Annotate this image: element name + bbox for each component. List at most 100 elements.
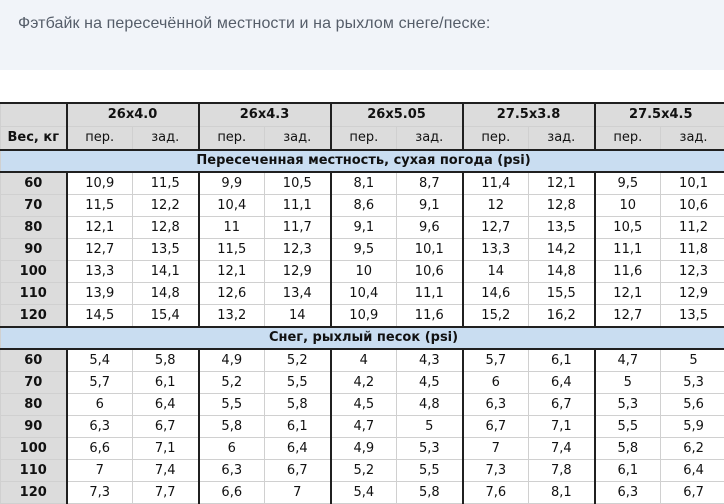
rear-pressure-cell: 10,6 (661, 195, 724, 217)
tire-size-header: 27.5x4.5 (595, 103, 724, 127)
front-pressure-cell: 6 (199, 438, 265, 460)
header-row-sizes: 26x4.0 26x4.3 26x5.05 27.5x3.8 27.5x4.5 (1, 103, 724, 127)
front-pressure-cell: 12,7 (463, 217, 529, 239)
front-pressure-cell: 12,6 (199, 283, 265, 305)
weight-cell: 120 (1, 305, 67, 328)
weight-cell: 60 (1, 172, 67, 195)
rear-pressure-cell: 12,3 (661, 261, 724, 283)
front-pressure-cell: 11,6 (595, 261, 661, 283)
rear-pressure-cell: 12,9 (265, 261, 331, 283)
rear-pressure-cell: 12,9 (661, 283, 724, 305)
front-pressure-cell: 6,6 (199, 482, 265, 504)
rear-pressure-cell: 12,2 (133, 195, 199, 217)
header-corner (1, 103, 67, 127)
rear-pressure-cell: 12,8 (133, 217, 199, 239)
front-pressure-cell: 10,5 (595, 217, 661, 239)
front-pressure-cell: 5,8 (199, 416, 265, 438)
front-pressure-cell: 14 (463, 261, 529, 283)
rear-pressure-cell: 5,9 (661, 416, 724, 438)
front-pressure-cell: 12,7 (595, 305, 661, 328)
rear-pressure-cell: 11,7 (265, 217, 331, 239)
section-header-row: Снег, рыхлый песок (psi) (1, 327, 724, 349)
rear-pressure-cell: 11,2 (661, 217, 724, 239)
rear-pressure-cell: 5,3 (661, 372, 724, 394)
front-pressure-cell: 5,3 (595, 394, 661, 416)
rear-pressure-cell: 10,5 (265, 172, 331, 195)
tire-size-header: 26x4.3 (199, 103, 331, 127)
rear-pressure-cell: 13,5 (133, 239, 199, 261)
intro-text: Фэтбайк на пересечённой местности и на р… (18, 15, 490, 32)
rear-pressure-cell: 5,5 (265, 372, 331, 394)
rear-pressure-cell: 5,6 (661, 394, 724, 416)
front-pressure-cell: 13,3 (463, 239, 529, 261)
section-header-row: Пересеченная местность, сухая погода (ps… (1, 150, 724, 172)
rear-pressure-cell: 12,3 (265, 239, 331, 261)
front-pressure-cell: 7,3 (463, 460, 529, 482)
rear-pressure-cell: 6,1 (265, 416, 331, 438)
front-pressure-cell: 10,9 (67, 172, 133, 195)
weight-cell: 60 (1, 349, 67, 372)
front-pressure-cell: 5,5 (199, 394, 265, 416)
weight-cell: 70 (1, 195, 67, 217)
front-pressure-cell: 6,7 (463, 416, 529, 438)
front-pressure-cell: 6,3 (67, 416, 133, 438)
rear-pressure-cell: 6,4 (265, 438, 331, 460)
rear-pressure-cell: 8,7 (397, 172, 463, 195)
front-pressure-cell: 7,3 (67, 482, 133, 504)
rear-pressure-cell: 7,8 (529, 460, 595, 482)
weight-cell: 110 (1, 460, 67, 482)
tire-size-header: 26x4.0 (67, 103, 199, 127)
rear-pressure-cell: 12,1 (529, 172, 595, 195)
rear-pressure-cell: 4,8 (397, 394, 463, 416)
front-pressure-cell: 4,5 (331, 394, 397, 416)
front-pressure-cell: 6 (463, 372, 529, 394)
front-pressure-cell: 9,5 (331, 239, 397, 261)
rear-pressure-cell: 6,4 (133, 394, 199, 416)
rear-pressure-cell: 10,6 (397, 261, 463, 283)
rear-pressure-cell: 4,5 (397, 372, 463, 394)
front-pressure-cell: 6,3 (199, 460, 265, 482)
front-pressure-cell: 5,7 (67, 372, 133, 394)
front-pressure-cell: 5,2 (199, 372, 265, 394)
rear-pressure-cell: 6,2 (661, 438, 724, 460)
tire-pressure-table: 26x4.0 26x4.3 26x5.05 27.5x3.8 27.5x4.5 … (0, 102, 724, 504)
front-pressure-cell: 5,5 (595, 416, 661, 438)
front-pressure-cell: 12 (463, 195, 529, 217)
header-row-positions: Вес, кг пер. зад. пер. зад. пер. зад. пе… (1, 127, 724, 151)
rear-pressure-cell: 6,7 (529, 394, 595, 416)
rear-pressure-cell: 7,7 (133, 482, 199, 504)
front-pressure-cell: 4 (331, 349, 397, 372)
rear-pressure-cell: 6,4 (529, 372, 595, 394)
front-pressure-cell: 4,9 (199, 349, 265, 372)
front-pressure-cell: 7 (67, 460, 133, 482)
front-pressure-cell: 14,5 (67, 305, 133, 328)
weight-header: Вес, кг (1, 127, 67, 151)
rear-header: зад. (529, 127, 595, 151)
rear-pressure-cell: 14,8 (529, 261, 595, 283)
rear-pressure-cell: 5 (397, 416, 463, 438)
front-header: пер. (67, 127, 133, 151)
front-pressure-cell: 4,9 (331, 438, 397, 460)
rear-pressure-cell: 13,4 (265, 283, 331, 305)
rear-pressure-cell: 7 (265, 482, 331, 504)
front-pressure-cell: 12,1 (67, 217, 133, 239)
front-pressure-cell: 6,3 (463, 394, 529, 416)
rear-pressure-cell: 7,1 (133, 438, 199, 460)
rear-pressure-cell: 8,1 (529, 482, 595, 504)
rear-pressure-cell: 5,5 (397, 460, 463, 482)
front-pressure-cell: 6,1 (595, 460, 661, 482)
rear-header: зад. (397, 127, 463, 151)
front-pressure-cell: 10 (331, 261, 397, 283)
rear-pressure-cell: 9,6 (397, 217, 463, 239)
rear-pressure-cell: 4,3 (397, 349, 463, 372)
front-pressure-cell: 13,9 (67, 283, 133, 305)
front-pressure-cell: 6,3 (595, 482, 661, 504)
rear-header: зад. (133, 127, 199, 151)
